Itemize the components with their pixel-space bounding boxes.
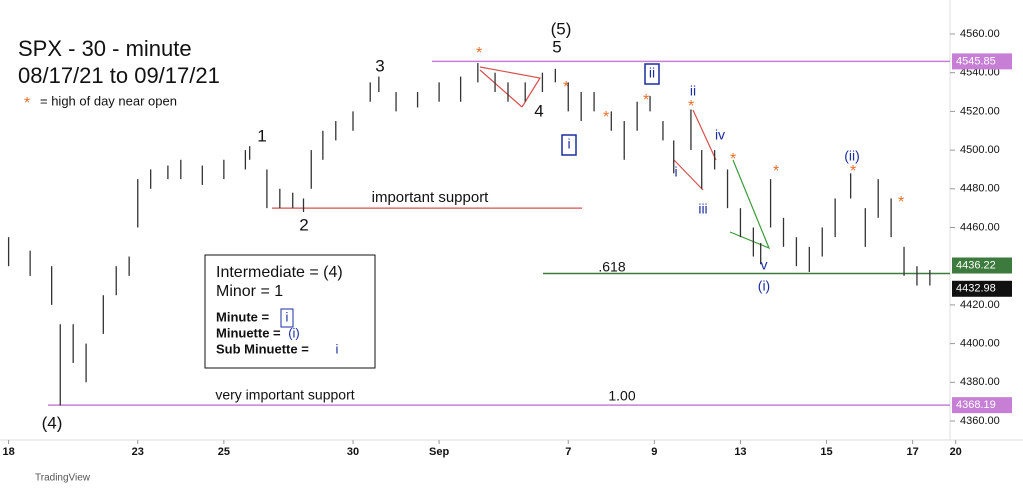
svg-text:*: *: [898, 194, 904, 211]
legend-label: Minute =: [216, 309, 269, 324]
wave-label: v: [761, 257, 768, 273]
y-tick-label: 4420.00: [960, 299, 1000, 311]
x-tick-label: 15: [820, 446, 832, 458]
x-tick-label: Sep: [429, 446, 449, 458]
wave-label: i: [674, 164, 677, 180]
legend-symbol: (i): [288, 325, 300, 340]
x-tick-label: 25: [218, 446, 230, 458]
wave-label: 4: [534, 101, 543, 120]
legend-text: Intermediate = (4): [216, 264, 343, 281]
y-tick-label: 4380.00: [960, 376, 1000, 388]
legend-symbol: i: [286, 309, 289, 324]
x-tick-label: 7: [565, 446, 571, 458]
legend-box: [204, 254, 376, 369]
y-tick-label: 4400.00: [960, 338, 1000, 350]
level-box: [952, 397, 1012, 414]
wave-label: i: [567, 136, 570, 152]
level-box: [952, 280, 1012, 297]
wave-label: iii: [698, 201, 707, 217]
x-tick-label: 30: [347, 446, 359, 458]
wave-box: [644, 63, 660, 85]
svg-text:*: *: [563, 79, 569, 96]
footer: TradingView: [35, 473, 91, 484]
svg-text:*: *: [850, 163, 856, 180]
y-tick-label: 4540.00: [960, 67, 1000, 79]
wave-label: iv: [715, 127, 725, 143]
wave-label: 2: [299, 215, 308, 234]
legend-text: Minor = 1: [216, 283, 283, 300]
legend-symbol-box: [280, 308, 294, 328]
wave-label: very important support: [215, 387, 354, 403]
svg-text:*: *: [730, 151, 736, 168]
wave-label: 3: [375, 56, 384, 75]
level-box: [952, 53, 1012, 70]
x-tick-label: 18: [2, 446, 14, 458]
wave-label: (5): [551, 19, 572, 38]
note: = high of day near open: [40, 93, 177, 108]
y-tick-label: 4520.00: [960, 105, 1000, 117]
svg-text:*: *: [476, 45, 482, 62]
legend-label: Sub Minuette =: [216, 341, 309, 356]
y-tick-label: 4480.00: [960, 183, 1000, 195]
trendlines: [479, 66, 771, 250]
chart-subtitle: 08/17/21 to 09/17/21: [18, 63, 220, 88]
x-tick-label: 17: [907, 446, 919, 458]
level-label: 4545.85: [956, 55, 996, 67]
wave-label: ii: [690, 83, 696, 99]
note-symbol: *: [24, 95, 30, 112]
y-tick-label: 4560.00: [960, 28, 1000, 40]
svg-text:*: *: [773, 163, 779, 180]
level-label: 4436.22: [956, 259, 996, 271]
x-tick-label: 20: [950, 446, 962, 458]
level-label: 4432.98: [956, 283, 996, 295]
wave-label: 1: [257, 126, 266, 145]
wave-label: 5: [552, 37, 561, 56]
wave-label: ii: [649, 65, 655, 81]
legend-symbol: i: [336, 341, 339, 356]
x-tick-label: 23: [132, 446, 144, 458]
wave-label: (ii): [844, 148, 860, 164]
chart-title: SPX - 30 - minute: [18, 36, 192, 61]
high-markers: * * * * * * * * *: [476, 45, 904, 211]
wave-label: .618: [598, 259, 625, 275]
y-tick-label: 4500.00: [960, 144, 1000, 156]
support-label: important support: [372, 189, 490, 206]
x-tick-label: 9: [651, 446, 657, 458]
svg-text:*: *: [688, 98, 694, 115]
wave-label: (4): [42, 413, 63, 432]
level-box: [952, 257, 1012, 274]
svg-text:*: *: [603, 109, 609, 126]
wave-label: (i): [758, 278, 770, 294]
legend-label: Minuette =: [216, 325, 281, 340]
svg-text:*: *: [643, 92, 649, 109]
wave-box: [561, 134, 577, 156]
x-tick-label: 13: [734, 446, 746, 458]
y-tick-label: 4360.00: [960, 415, 1000, 427]
level-label: 4368.19: [956, 399, 996, 411]
wave-label: 1.00: [608, 388, 635, 404]
y-tick-label: 4460.00: [960, 221, 1000, 233]
